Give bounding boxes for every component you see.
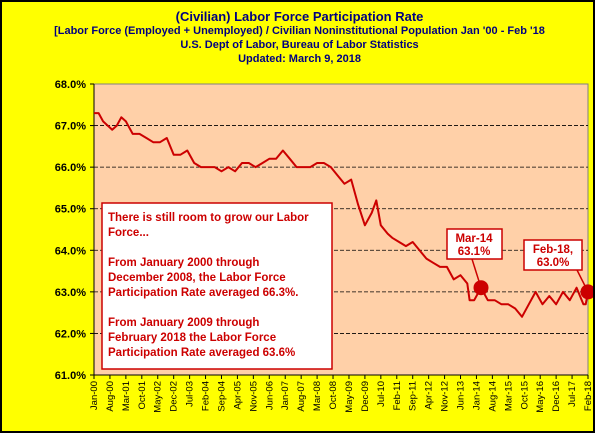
x-tick-label: Apr-12 [424, 381, 435, 410]
x-tick-label: Jan-07 [280, 381, 291, 410]
callout-marker [473, 280, 489, 296]
y-tick-label: 63.0% [55, 287, 86, 299]
chart-source: U.S. Dept of Labor, Bureau of Labor Stat… [180, 39, 419, 51]
x-tick-label: Dec-09 [360, 381, 371, 412]
callout-marker [580, 284, 593, 300]
x-tick-label: Aug-00 [105, 381, 116, 412]
x-tick-label: May-16 [535, 381, 546, 413]
callout-value: 63.0% [537, 257, 570, 269]
x-tick-label: Dec-16 [551, 381, 562, 412]
y-axis: 61.0% 62.0% 63.0% 64.0% 65.0% 66.0% 67.0% 68.0% [55, 79, 95, 382]
x-tick-label: Oct-15 [519, 381, 530, 410]
x-tick-label: Aug-14 [487, 381, 498, 412]
y-tick-label: 64.0% [55, 245, 86, 257]
callout-box-mar14 [446, 228, 503, 260]
gridlines [94, 125, 588, 334]
title-block: (Civilian) Labor Force Participation Rat… [2, 10, 595, 66]
x-tick-label: Feb-11 [392, 381, 403, 410]
x-axis: Jan-00 Aug-00 Mar-01 Oct-01 May-02 Dec-02 Jul-… [89, 374, 593, 413]
annotation-line: February 2018 the Labor Force [108, 332, 276, 344]
annotation-line: Participation Rate averaged 66.3%. [108, 287, 298, 299]
annotation-line: There is still room to grow our Labor [108, 212, 309, 224]
x-tick-label: Aug-07 [296, 381, 307, 412]
series-line [94, 112, 589, 318]
x-tick-label: Feb-04 [201, 381, 212, 411]
x-tick-label: Dec-02 [169, 381, 180, 412]
callout-label: Mar-14 [455, 233, 493, 245]
annotation-line: December 2008, the Labor Force [108, 272, 286, 284]
x-tick-label: May-02 [153, 381, 164, 413]
annotation-line: Force... [108, 227, 149, 239]
annotation-line: From January 2000 through [108, 257, 259, 269]
annotation-box [101, 202, 333, 370]
x-tick-label: Mar-08 [312, 381, 323, 411]
x-tick-label: May-09 [344, 381, 355, 413]
x-tick-label: Jul-17 [567, 381, 578, 407]
callout-value: 63.1% [458, 246, 491, 258]
y-tick-label: 68.0% [55, 79, 86, 91]
annotation-line: Participation Rate averaged 63.6% [108, 347, 295, 359]
callout-label: Feb-18, [533, 244, 573, 256]
callout-box-feb18 [523, 239, 583, 271]
x-tick-label: Jan-00 [89, 381, 100, 410]
chart-subtitle: [Labor Force (Employed + Unemployed) / C… [54, 25, 545, 37]
x-tick-label: Nov-12 [440, 381, 451, 412]
series-layer [94, 112, 589, 318]
y-tick-label: 67.0% [55, 121, 86, 133]
x-tick-label: Mar-01 [121, 381, 132, 411]
annotation-line: From January 2009 through [108, 317, 259, 329]
chart-updated: Updated: March 9, 2018 [238, 53, 361, 65]
x-tick-label: Jul-03 [185, 381, 196, 407]
y-tick-label: 62.0% [55, 328, 86, 340]
x-tick-label: Nov-05 [248, 381, 259, 412]
x-tick-label: Oct-08 [328, 381, 339, 410]
x-tick-label: Feb-18 [583, 381, 593, 411]
x-tick-label: Jun-06 [264, 381, 275, 410]
x-tick-label: Apr-05 [232, 381, 243, 410]
x-tick-label: Sep-11 [408, 381, 419, 411]
y-tick-label: 65.0% [55, 204, 86, 216]
x-tick-label: Jan-14 [471, 381, 482, 410]
y-tick-label: 66.0% [55, 162, 86, 174]
chart-title: (Civilian) Labor Force Participation Rat… [175, 9, 424, 24]
x-tick-label: Oct-01 [137, 381, 148, 410]
x-tick-label: Mar-15 [503, 381, 514, 411]
x-tick-label: Sep-04 [216, 381, 227, 412]
y-tick-label: 61.0% [55, 370, 86, 382]
x-tick-label: Jun-13 [456, 381, 467, 410]
x-tick-label: Jul-10 [376, 381, 387, 407]
